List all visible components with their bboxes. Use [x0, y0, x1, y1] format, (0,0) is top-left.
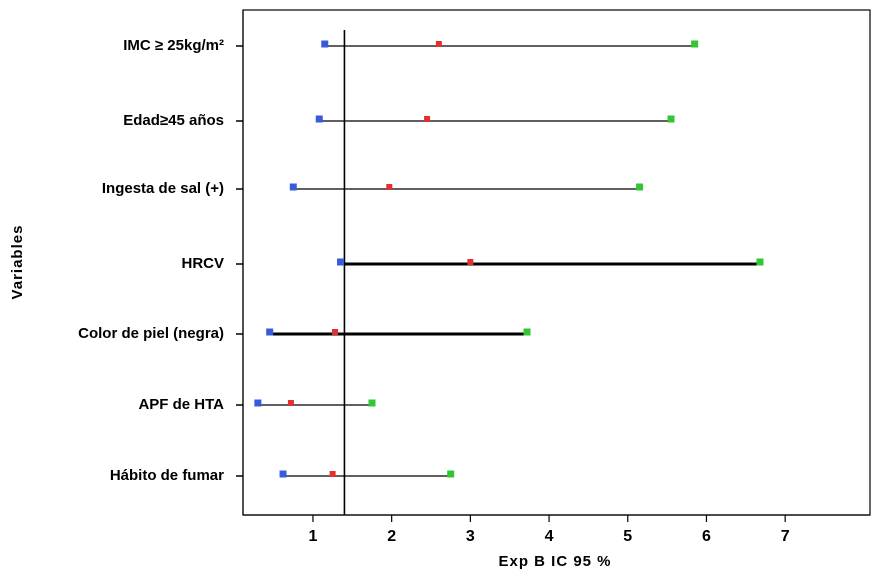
upper-bound-point — [756, 258, 764, 266]
category-label: Hábito de fumar — [110, 467, 224, 484]
upper-bound-point — [667, 115, 675, 123]
x-tick-label: 1 — [309, 528, 318, 545]
x-tick-label: 5 — [623, 528, 632, 545]
category-label: Edad≥45 años — [123, 112, 224, 129]
upper-bound-point — [447, 470, 455, 478]
lower-bound-point — [266, 328, 274, 336]
lower-bound-point — [315, 115, 323, 123]
estimate-point — [386, 184, 393, 190]
upper-bound-point — [691, 40, 699, 48]
x-axis-title: Exp B IC 95 % — [498, 553, 611, 570]
estimate-point — [331, 329, 338, 335]
lower-bound-point — [254, 399, 262, 407]
upper-bound-point — [368, 399, 376, 407]
estimate-point — [287, 400, 294, 406]
category-label: APF de HTA — [138, 396, 224, 413]
estimate-point — [467, 259, 474, 265]
x-tick-label: 3 — [466, 528, 475, 545]
lower-bound-point — [321, 40, 329, 48]
category-labels: IMC ≥ 25kg/m² Edad≥45 años Ingesta de sal … — [78, 37, 243, 484]
x-tick-label: 2 — [387, 528, 396, 545]
category-label: Ingesta de sal (+) — [102, 180, 224, 197]
lower-bound-point — [337, 258, 345, 266]
estimate-point — [424, 116, 431, 122]
upper-bound-point — [636, 183, 644, 191]
x-tick-label: 4 — [545, 528, 554, 545]
estimate-point — [329, 471, 336, 477]
y-axis-title: Variables — [9, 225, 26, 300]
x-tick-label: 7 — [781, 528, 790, 545]
category-label: IMC ≥ 25kg/m² — [123, 37, 224, 54]
data-marks — [254, 30, 764, 515]
lower-bound-point — [289, 183, 297, 191]
category-label: Color de piel (negra) — [78, 325, 224, 342]
category-label: HRCV — [181, 255, 224, 272]
x-tick-label: 6 — [702, 528, 711, 545]
x-ticks: 1 2 3 4 5 6 7 — [309, 515, 790, 545]
upper-bound-point — [523, 328, 531, 336]
estimate-point — [435, 41, 442, 47]
lower-bound-point — [279, 470, 287, 478]
